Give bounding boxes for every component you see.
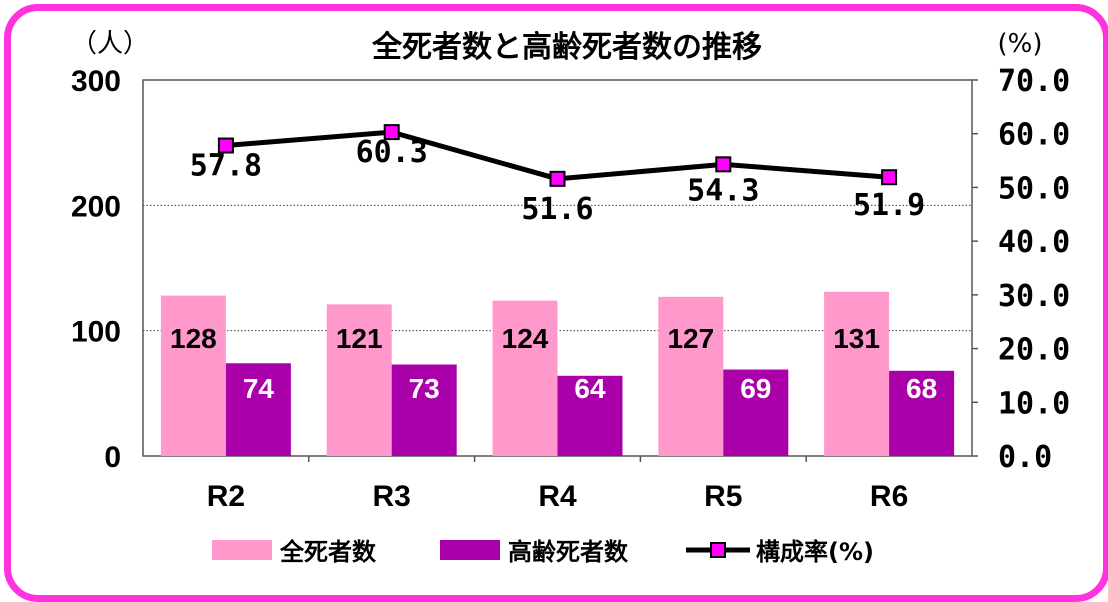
left-axis-tick-label: 300: [71, 65, 121, 98]
bar-elderly-deaths-label: 68: [906, 373, 937, 404]
left-axis-tick-label: 100: [71, 316, 121, 349]
category-label: R4: [538, 480, 577, 513]
category-label: R5: [704, 480, 742, 513]
right-axis-unit: (%): [998, 29, 1043, 59]
legend-label-rate: 構成率(%): [756, 538, 874, 566]
plot-area: 0 100 200 300 0.0 10.0 20.0 30.0 40.0 50.0 60.0 70.…: [71, 64, 1070, 513]
bar-elderly-deaths-label: 74: [243, 373, 275, 404]
bar-total-deaths: [160, 295, 226, 456]
bar-total-deaths-label: 131: [833, 323, 880, 354]
bar-total-deaths-label: 124: [502, 323, 549, 354]
rate-data-label: 51.6: [521, 192, 593, 227]
bar-elderly-deaths: [723, 369, 789, 456]
right-axis-tick-label: 10.0: [998, 386, 1070, 421]
legend-swatch-rate-marker: [710, 542, 726, 558]
bar-total-deaths: [658, 296, 724, 456]
bar-total-deaths-label: 128: [170, 323, 217, 354]
right-axis-tick-label: 60.0: [998, 118, 1070, 153]
left-axis-tick-label: 0: [104, 441, 121, 474]
rate-marker: [549, 170, 566, 187]
legend-label-total-deaths: 全死者数: [279, 538, 377, 566]
right-axis-tick-label: 50.0: [998, 171, 1070, 206]
rate-marker: [715, 156, 732, 173]
category-label: R6: [870, 480, 908, 513]
bar-total-deaths: [824, 291, 890, 456]
bar-total-deaths-label: 121: [336, 323, 383, 354]
bar-elderly-deaths: [391, 364, 457, 456]
bar-elderly-deaths-label: 64: [574, 373, 606, 404]
bar-elderly-deaths: [225, 363, 291, 456]
bar-elderly-deaths: [557, 375, 623, 456]
left-axis-tick-label: 200: [71, 190, 121, 223]
rate-data-label: 60.3: [356, 135, 428, 170]
legend-swatch-total-deaths: [212, 540, 272, 560]
right-axis-tick-label: 20.0: [998, 333, 1070, 368]
right-axis-tick-label: 30.0: [998, 279, 1070, 314]
rate-marker: [217, 137, 234, 154]
right-axis-tick-label: 40.0: [998, 225, 1070, 260]
bar-elderly-deaths-label: 69: [740, 373, 771, 404]
bar-total-deaths-label: 127: [667, 323, 714, 354]
bar-elderly-deaths-label: 73: [409, 373, 440, 404]
legend: 全死者数 高齢死者数 構成率(%): [212, 538, 874, 566]
category-label: R3: [373, 480, 411, 513]
bar-total-deaths: [326, 304, 392, 456]
left-axis-unit: （人）: [71, 29, 149, 59]
rate-data-label: 57.8: [190, 149, 262, 184]
rate-data-label: 51.9: [853, 188, 925, 223]
bar-total-deaths: [492, 300, 558, 456]
rate-marker: [881, 169, 898, 186]
rate-marker: [383, 124, 400, 141]
category-label: R2: [207, 480, 245, 513]
bar-elderly-deaths: [889, 370, 955, 456]
right-axis-tick-label: 0.0: [998, 440, 1052, 475]
right-axis-tick-label: 70.0: [998, 64, 1070, 99]
chart-title: 全死者数と高齢死者数の推移: [371, 30, 762, 65]
legend-swatch-elderly-deaths: [440, 540, 500, 560]
rate-data-label: 54.3: [687, 173, 759, 208]
legend-label-elderly-deaths: 高齢死者数: [508, 538, 629, 566]
